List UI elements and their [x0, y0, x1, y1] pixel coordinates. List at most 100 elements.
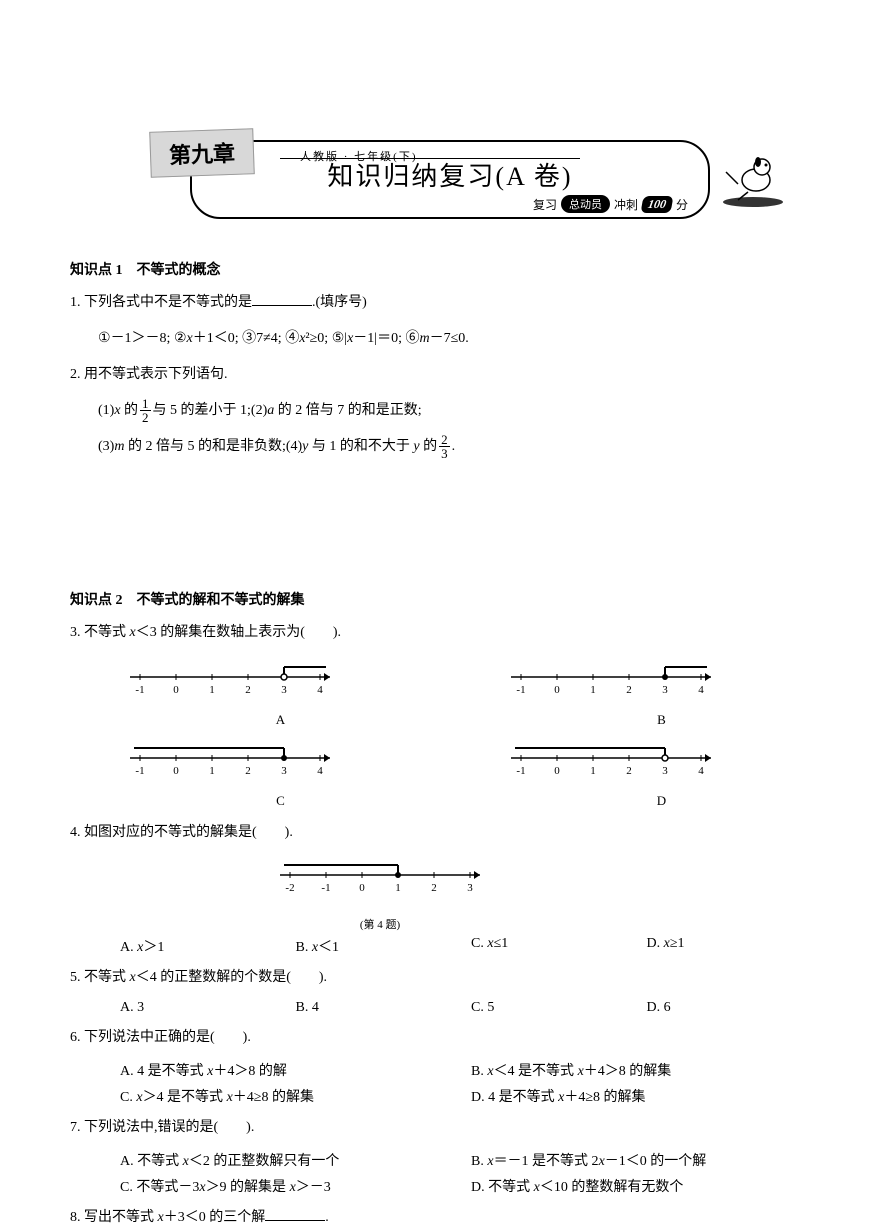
svg-text:2: 2 [626, 684, 632, 696]
number-line-svg: -101234 [120, 738, 340, 788]
svg-text:1: 1 [590, 765, 596, 777]
q6-options: A. 4 是不等式 x＋4＞8 的解 B. x＜4 是不等式 x＋4＞8 的解集… [120, 1060, 822, 1106]
q2-part1: (1)x 的12与 5 的差小于 1;(2)a 的 2 倍与 7 的和是正数; [98, 397, 822, 425]
svg-text:1: 1 [209, 765, 215, 777]
t: D. 4 是不等式 [471, 1090, 558, 1105]
ob1: B. [296, 940, 312, 955]
svg-text:4: 4 [698, 684, 704, 696]
svg-text:2: 2 [245, 765, 251, 777]
number-line-q4: -2-10123 [270, 855, 822, 910]
q1-text: 1. 下列各式中不是不等式的是 [70, 295, 252, 310]
svg-text:2: 2 [626, 765, 632, 777]
number-line-cell: -101234C [120, 738, 441, 809]
oc3: ≤1 [494, 936, 509, 951]
svg-text:2: 2 [431, 882, 437, 894]
opt-a: A. 4 是不等式 x＋4＞8 的解 [120, 1060, 471, 1080]
number-line-svg: -101234 [120, 657, 340, 707]
t: ＋4≥8 的解集 [564, 1090, 645, 1105]
number-line-svg: -101234 [501, 738, 721, 788]
svg-text:4: 4 [698, 765, 704, 777]
q1-hint: .(填序号) [312, 295, 367, 310]
svg-text:2: 2 [245, 684, 251, 696]
section-2-title: 知识点 2 不等式的解和不等式的解集 [70, 589, 822, 609]
question-6: 6. 下列说法中正确的是( ). [70, 1024, 822, 1052]
svg-text:4: 4 [317, 765, 323, 777]
p2g: 的 [420, 439, 438, 454]
p1a: (1) [98, 403, 114, 418]
t: C. 不等式－3 [120, 1180, 199, 1195]
svg-text:4: 4 [317, 684, 323, 696]
q8a: 8. 写出不等式 [70, 1210, 158, 1225]
question-4: 4. 如图对应的不等式的解集是( ). [70, 819, 822, 847]
od1: D. [647, 936, 664, 951]
item-1: ① [98, 331, 111, 346]
question-1: 1. 下列各式中不是不等式的是 .(填序号) [70, 289, 822, 317]
q3a: 3. 不等式 [70, 625, 130, 640]
t: B. [471, 1154, 487, 1169]
t: ＞－3 [296, 1180, 331, 1195]
t: ＜4 是不等式 [494, 1064, 578, 1079]
t: ＋4＞8 的解集 [584, 1064, 672, 1079]
q3c: ＜3 的解集在数轴上表示为( ). [136, 625, 341, 640]
fraction-half: 12 [140, 397, 151, 424]
q2-part2: (3)m 的 2 倍与 5 的和是非负数;(4)y 与 1 的和不大于 y 的2… [98, 433, 822, 461]
number-line-grid: -101234A-101234B-101234C-101234D [120, 657, 822, 809]
q5-options: A. 3 B. 4 C. 5 D. 6 [120, 1000, 822, 1016]
svg-text:0: 0 [173, 765, 179, 777]
q5c: ＜4 的正整数解的个数是( ). [136, 970, 327, 985]
p2a: (3) [98, 439, 114, 454]
opt-b: B. x＝－1 是不等式 2x－1＜0 的一个解 [471, 1150, 822, 1170]
frac-num: 2 [439, 433, 450, 447]
svg-text:-1: -1 [516, 765, 525, 777]
q4-options: A. x＞1 B. x＜1 C. x≤1 D. x≥1 [120, 936, 822, 956]
svg-text:1: 1 [395, 882, 401, 894]
q4-caption: (第 4 题) [270, 916, 490, 932]
opt-b: B. x＜1 [296, 936, 472, 956]
opt-d: D. 6 [647, 1000, 823, 1016]
expr5c: －1|＝0; [353, 331, 402, 346]
t: ＋4＞8 的解 [213, 1064, 287, 1079]
svg-text:-1: -1 [135, 765, 144, 777]
frac-den: 3 [439, 447, 450, 460]
svg-text:0: 0 [554, 684, 560, 696]
q8c: ＋3＜0 的三个解 [164, 1210, 266, 1225]
p2b: m [114, 439, 124, 454]
p2h: . [452, 439, 456, 454]
svg-text:0: 0 [173, 684, 179, 696]
od3: ≥1 [670, 936, 685, 951]
t: ＞9 的解集是 [206, 1180, 290, 1195]
item-3: ③ [242, 331, 256, 346]
svg-text:3: 3 [662, 684, 668, 696]
t: ＞4 是不等式 [143, 1090, 227, 1105]
t: ＝－1 是不等式 2 [494, 1154, 599, 1169]
number-line-label: C [120, 793, 441, 809]
number-line-cell: -101234A [120, 657, 441, 728]
section-1-title: 知识点 1 不等式的概念 [70, 259, 822, 279]
t: A. 不等式 [120, 1154, 183, 1169]
fill-blank [252, 292, 312, 306]
chapter-banner: 第九章 [149, 128, 255, 178]
t: D. 不等式 [471, 1180, 534, 1195]
expr6b: －7≤0. [430, 331, 469, 346]
opt-a: A. 不等式 x＜2 的正整数解只有一个 [120, 1150, 471, 1170]
p1c: 的 [121, 403, 139, 418]
number-line-svg: -2-10123 [270, 855, 490, 905]
t: －1＜0 的一个解 [605, 1154, 707, 1169]
frac-num: 1 [140, 397, 151, 411]
number-line-cell: -101234B [501, 657, 822, 728]
expr1: －1＞－8; [111, 331, 171, 346]
t: ＜10 的整数解有无数个 [540, 1180, 684, 1195]
item-5: ⑤ [332, 331, 345, 346]
t: ＜2 的正整数解只有一个 [189, 1154, 340, 1169]
svg-text:3: 3 [281, 684, 287, 696]
svg-text:-2: -2 [285, 882, 294, 894]
page-header: 第九章 人教版 · 七年级(下) 知识归纳复习(A 卷) 复习 总动员 冲刺 1… [70, 140, 822, 219]
question-7: 7. 下列说法中,错误的是( ). [70, 1114, 822, 1142]
svg-text:0: 0 [554, 765, 560, 777]
subtitle: 复习 总动员 冲刺 100 分 [533, 195, 688, 213]
svg-text:-1: -1 [135, 684, 144, 696]
opt-c: C. x＞4 是不等式 x＋4≥8 的解集 [120, 1086, 471, 1106]
item-2: ② [174, 331, 187, 346]
opt-d: D. 4 是不等式 x＋4≥8 的解集 [471, 1086, 822, 1106]
question-3: 3. 不等式 x＜3 的解集在数轴上表示为( ). [70, 619, 822, 647]
